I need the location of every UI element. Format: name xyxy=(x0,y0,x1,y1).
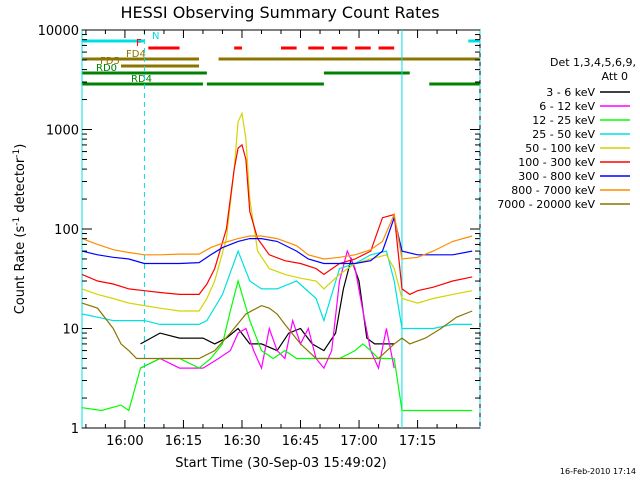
y-tick-label-1: 10 xyxy=(62,323,79,338)
x-axis-label: Start Time (30-Sep-03 15:49:02) xyxy=(175,456,386,471)
flag-rd0-label: RD0 xyxy=(96,63,117,74)
x-tick-label-3: 16:45 xyxy=(282,434,319,449)
y-axis-label-sup1: -1 xyxy=(12,217,22,226)
y-axis-ticks: 1 10 100 1000 10000 xyxy=(38,24,480,437)
legend-label-6: 300 - 800 keV xyxy=(518,170,595,183)
legend-label-7: 800 - 7000 keV xyxy=(511,184,595,197)
x-tick-label-0: 16:00 xyxy=(106,434,143,449)
x-tick-label-2: 16:30 xyxy=(223,434,260,449)
y-axis-label-end: ) xyxy=(13,144,28,149)
legend-label-2: 12 - 25 keV xyxy=(532,114,595,127)
y-tick-label-0: 1 xyxy=(71,422,79,437)
legend-label-3: 25 - 50 keV xyxy=(532,128,595,141)
flag-f-label: F xyxy=(136,38,142,49)
legend-header-line2: Att 0 xyxy=(602,70,628,83)
x-tick-label-5: 17:15 xyxy=(399,434,436,449)
x-tick-label-1: 16:15 xyxy=(165,434,202,449)
y-axis-label: Count Rate (s-1 detector-1) xyxy=(12,144,28,315)
date-stamp: 16-Feb-2010 17:14 xyxy=(560,467,636,476)
series-line-3 xyxy=(81,249,473,330)
flag-fd5-label: FD5 xyxy=(100,56,120,67)
x-tick-label-4: 17:00 xyxy=(340,434,377,449)
series-lines xyxy=(81,111,473,412)
plot-frame xyxy=(81,29,481,429)
series-line-2 xyxy=(81,278,473,412)
series-line-7 xyxy=(81,212,473,260)
flag-rd4-label: RD4 xyxy=(131,74,152,85)
attenuator-vlines xyxy=(81,30,481,428)
y-axis-label-sup2: -1 xyxy=(12,149,22,158)
series-line-4 xyxy=(81,111,473,312)
legend-label-5: 100 - 300 keV xyxy=(518,156,595,169)
legend-label-4: 50 - 100 keV xyxy=(525,142,595,155)
series-line-1 xyxy=(140,249,395,371)
series-line-6 xyxy=(81,215,473,265)
y-tick-label-3: 1000 xyxy=(46,124,79,139)
legend-label-8: 7000 - 20000 keV xyxy=(497,198,595,211)
flag-n-label: N xyxy=(152,31,159,42)
y-axis-label-mid: detector xyxy=(13,157,28,217)
x-axis-ticks: 16:00 16:15 16:30 16:45 17:00 17:15 xyxy=(85,30,458,449)
chart-title: HESSI Observing Summary Count Rates xyxy=(120,3,439,22)
legend-header-line1: Det 1,3,4,5,6,9, xyxy=(550,56,636,69)
y-tick-label-4: 10000 xyxy=(38,24,79,39)
legend-label-1: 6 - 12 keV xyxy=(539,100,595,113)
flag-fd4-label: FD4 xyxy=(126,49,146,60)
series-line-8 xyxy=(81,302,473,360)
legend-label-0: 3 - 6 keV xyxy=(546,86,595,99)
y-axis-label-main: Count Rate (s xyxy=(13,226,28,315)
y-tick-label-2: 100 xyxy=(54,223,79,238)
